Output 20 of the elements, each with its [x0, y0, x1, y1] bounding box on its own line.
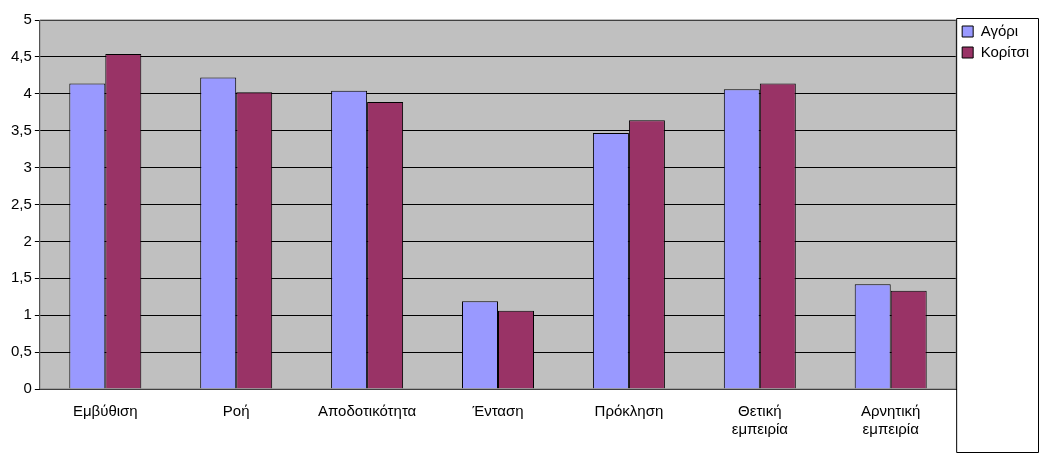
y-tick-label: 4,5	[10, 47, 32, 65]
x-tick-label: Ροή	[222, 402, 250, 420]
legend-label: Κορίτσι	[980, 42, 1030, 60]
x-tick-label: Εμβύθιση	[72, 402, 138, 420]
y-tick-label: 1	[23, 305, 32, 323]
x-tick-label: Αποδοτικότητα	[317, 402, 417, 420]
y-tick-label: 0,5	[10, 342, 32, 360]
y-tick-label: 1,5	[10, 268, 32, 286]
y-tick-label: 0	[23, 379, 32, 397]
y-tick-label: 2,5	[10, 194, 32, 212]
x-tick-label: Θετική εμπειρία	[731, 402, 789, 438]
y-tick-label: 4	[23, 83, 32, 101]
y-tick-label: 3	[23, 157, 32, 175]
x-tick-label: Αρνητική εμπειρία	[860, 402, 921, 438]
y-tick-label: 2	[23, 231, 32, 249]
y-tick-label: 3,5	[10, 120, 32, 138]
y-tick-label: 5	[23, 10, 32, 28]
x-tick-label: Ένταση	[471, 402, 524, 420]
legend-label: Αγόρι	[980, 21, 1019, 39]
x-tick-label: Πρόκληση	[594, 402, 664, 420]
